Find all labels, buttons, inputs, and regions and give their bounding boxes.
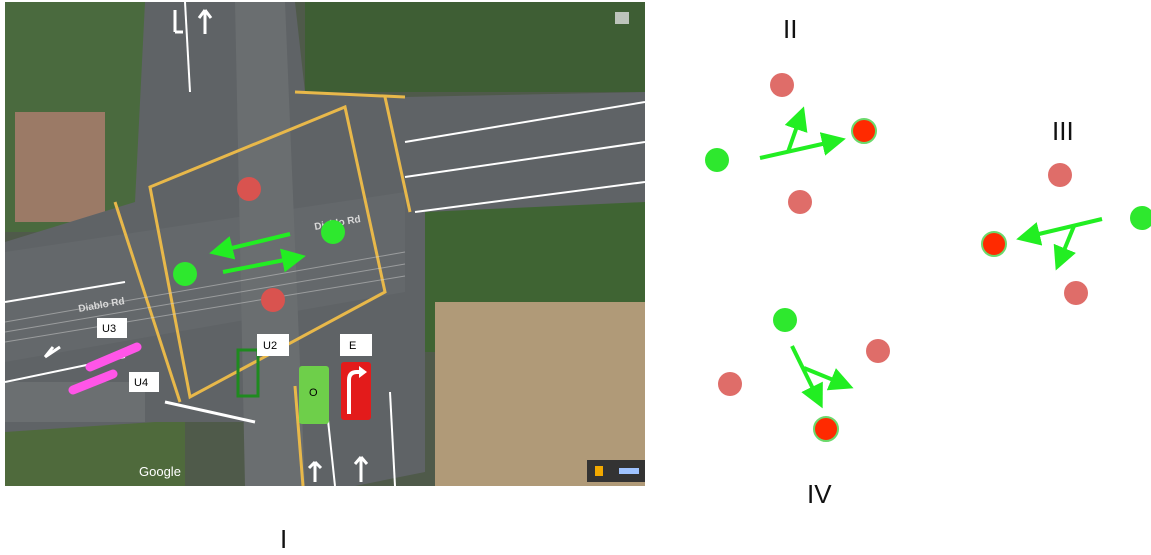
green-agent (705, 148, 729, 172)
arrow (803, 366, 854, 391)
red-agent-target (851, 118, 877, 144)
dry-field (435, 302, 645, 486)
right-turn-arrow-icon (347, 370, 361, 414)
lane-arrow-icon (197, 9, 213, 34)
arrow-eastbound (222, 248, 306, 274)
intersection-box-lines (148, 104, 387, 400)
green-agent (773, 308, 797, 332)
arrow (790, 345, 823, 409)
lane-arrow-icon (353, 456, 369, 482)
green-agent (1130, 206, 1151, 230)
map-controls[interactable] (587, 460, 645, 482)
u3-tag-label: U3 (102, 323, 116, 335)
green-agent-west (173, 262, 197, 286)
arrow (1016, 217, 1103, 246)
e-tag-label: E (349, 340, 356, 352)
lane-arrow-icon (43, 345, 61, 359)
arrow (1053, 225, 1076, 271)
grid-menu-icon[interactable] (615, 12, 629, 24)
lane-arrow-icon (307, 460, 323, 482)
intersection-map: Diablo Rd Diablo Rd O U3 U4 U2 E Google (5, 2, 645, 486)
red-agent (788, 190, 812, 214)
panel-label-i: I (280, 524, 287, 554)
red-agent (1064, 281, 1088, 305)
u4-tag (129, 372, 159, 392)
arrow (784, 106, 808, 153)
google-watermark: Google (139, 464, 181, 479)
panel-label-iv: IV (807, 479, 832, 509)
u2-box (236, 348, 260, 398)
red-agent (770, 73, 794, 97)
u2-tag-label: U2 (263, 340, 277, 352)
u4-bar (68, 369, 118, 395)
red-agent-target (981, 231, 1007, 257)
zoom-control-icon[interactable] (619, 468, 639, 474)
panel-label-ii: II (783, 14, 797, 44)
tree-area-top (305, 2, 645, 92)
red-agent (718, 372, 742, 396)
u3-tag (97, 318, 127, 338)
e-tag (340, 334, 372, 356)
green-agent-east (321, 220, 345, 244)
red-agent (866, 339, 890, 363)
o-label: O (309, 387, 318, 399)
arrow (759, 132, 846, 160)
arrow-westbound (209, 232, 291, 260)
red-agent-target (813, 416, 839, 442)
u2-tag (257, 334, 289, 356)
u4-tag-label: U4 (134, 377, 148, 389)
o-vehicle (299, 366, 329, 424)
u3-bar (85, 342, 142, 372)
pegman-icon[interactable] (595, 466, 603, 476)
red-agent-south (261, 288, 285, 312)
panel-label-iii: III (1052, 116, 1074, 146)
red-agent (1048, 163, 1072, 187)
lane-arrow-icon (173, 10, 183, 34)
red-agent-north (237, 177, 261, 201)
